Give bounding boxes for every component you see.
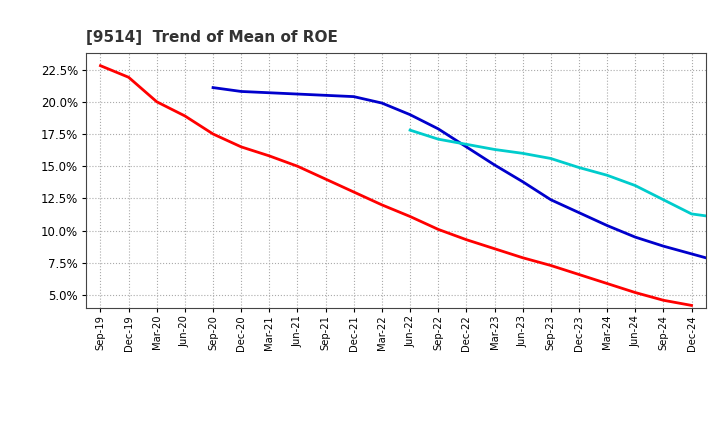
Text: [9514]  Trend of Mean of ROE: [9514] Trend of Mean of ROE bbox=[86, 29, 338, 45]
